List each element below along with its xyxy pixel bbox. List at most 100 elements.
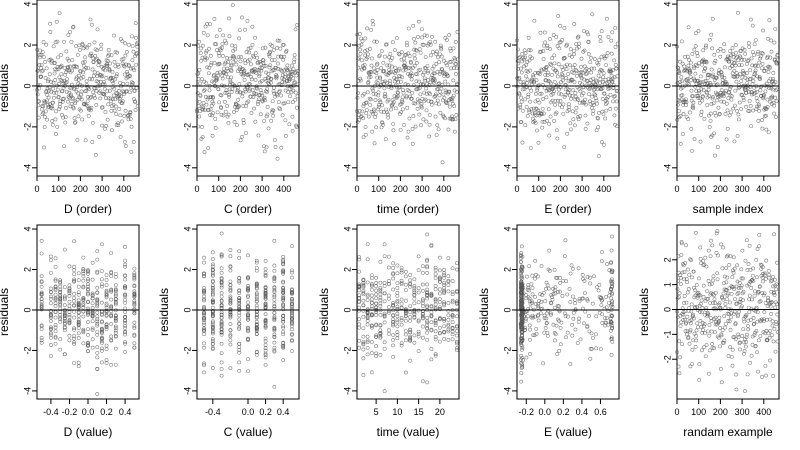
data-point	[76, 278, 81, 283]
data-point	[543, 40, 547, 45]
data-point	[749, 286, 754, 290]
points-group	[675, 229, 780, 393]
y-tick-label: 4	[502, 2, 512, 7]
data-point	[412, 52, 417, 57]
data-point	[199, 46, 203, 51]
y-axis-label: residuals	[0, 64, 11, 112]
data-point	[739, 107, 743, 111]
y-tick-label: 1	[662, 282, 672, 287]
data-point	[206, 95, 211, 100]
data-point	[536, 71, 541, 75]
data-point	[291, 76, 295, 81]
data-point	[751, 316, 756, 320]
data-point	[543, 326, 548, 330]
data-point	[81, 63, 86, 68]
data-point	[562, 94, 567, 99]
data-point	[442, 74, 446, 78]
data-point	[71, 25, 75, 30]
data-point	[66, 58, 71, 63]
data-point	[740, 57, 744, 62]
data-point	[571, 70, 576, 75]
x-axis-label: time (value)	[377, 425, 440, 439]
data-point	[707, 125, 712, 129]
data-point	[443, 88, 448, 93]
data-point	[382, 389, 387, 394]
data-point	[704, 43, 708, 48]
data-point	[102, 92, 107, 97]
data-point	[53, 292, 58, 297]
data-point	[603, 116, 608, 121]
data-point	[564, 83, 568, 88]
data-point	[230, 87, 235, 92]
data-point	[75, 138, 80, 143]
data-point	[228, 254, 233, 259]
data-point	[735, 263, 740, 268]
data-point	[266, 126, 271, 131]
data-point	[46, 105, 50, 110]
data-point	[90, 301, 95, 306]
y-tick-label: -4	[182, 164, 192, 172]
data-point	[454, 333, 459, 338]
data-point	[519, 70, 524, 75]
data-point	[72, 291, 76, 296]
data-point	[540, 112, 544, 116]
data-point	[263, 343, 268, 347]
data-point	[41, 68, 45, 73]
data-point	[694, 81, 699, 86]
data-point	[764, 66, 768, 71]
data-point	[709, 329, 714, 334]
data-point	[203, 94, 208, 99]
data-point	[577, 41, 581, 46]
data-point	[437, 71, 442, 76]
data-point	[365, 90, 370, 95]
data-point	[43, 115, 47, 119]
data-point	[111, 81, 116, 85]
data-point	[213, 126, 218, 130]
y-tick-label: -2	[182, 123, 192, 131]
data-point	[217, 100, 222, 105]
y-axis-label: residuals	[477, 288, 491, 336]
data-point	[739, 92, 744, 97]
x-tick-label: 0.0	[539, 407, 552, 417]
data-point	[689, 126, 694, 131]
data-point	[748, 104, 753, 108]
x-axis-label: randam example	[683, 425, 773, 439]
data-point	[275, 45, 279, 50]
data-point	[96, 79, 101, 84]
data-point	[696, 81, 701, 86]
data-point	[256, 99, 261, 104]
data-point	[62, 352, 67, 357]
x-tick-label: 0	[194, 184, 199, 194]
data-point	[727, 263, 732, 267]
data-point	[425, 330, 430, 335]
data-point	[576, 115, 580, 120]
data-point	[420, 282, 425, 287]
data-point	[728, 66, 732, 70]
data-point	[71, 106, 76, 111]
data-point	[238, 138, 243, 143]
data-point	[752, 293, 757, 298]
data-point	[226, 60, 231, 64]
points-group	[357, 232, 459, 394]
data-point	[722, 42, 727, 47]
data-point	[135, 51, 139, 56]
data-point	[265, 87, 270, 92]
data-point	[710, 243, 715, 248]
data-point	[100, 300, 104, 305]
data-point	[611, 99, 615, 104]
data-point	[253, 119, 258, 124]
data-point	[551, 322, 556, 327]
data-point	[549, 63, 553, 67]
data-point	[736, 10, 740, 15]
data-point	[78, 68, 82, 73]
data-point	[728, 327, 733, 332]
data-point	[254, 260, 259, 265]
data-point	[92, 70, 97, 75]
data-point	[361, 356, 366, 361]
data-point	[420, 335, 425, 340]
data-point	[730, 347, 735, 352]
data-point	[388, 58, 393, 63]
data-point	[753, 38, 758, 43]
data-point	[713, 58, 718, 63]
